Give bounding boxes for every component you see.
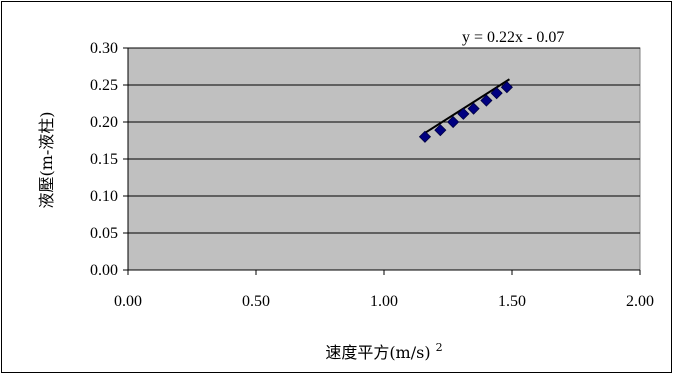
x-axis-title-text: 速度平方(m/s) — [325, 343, 430, 362]
data-point-7 — [500, 81, 513, 94]
data-point-5 — [480, 94, 493, 107]
data-point-1 — [434, 124, 447, 137]
x-tick-label-0: 0.00 — [114, 293, 142, 310]
y-tick-label-1: 0.05 — [90, 225, 118, 242]
x-tick-label-2: 1.00 — [370, 293, 398, 310]
plot-area: 0.00 0.05 0.10 0.15 0.20 0.25 0.30 0.00 0.50 1.00… — [90, 40, 654, 310]
x-tick-label-1: 0.50 — [242, 293, 270, 310]
y-axis-title: 液壓(m-液柱) — [37, 111, 56, 208]
y-tick-label-0: 0.00 — [90, 262, 118, 279]
y-tick-label-6: 0.30 — [90, 40, 118, 57]
trendline — [424, 78, 510, 134]
y-tick-label-5: 0.25 — [90, 77, 118, 94]
x-tick-label-4: 2.00 — [626, 293, 654, 310]
y-tick-label-3: 0.15 — [90, 151, 118, 168]
data-point-0 — [418, 130, 432, 143]
data-point-2 — [447, 115, 460, 129]
x-axis-title-superscript: 2 — [436, 341, 443, 354]
data-point-6 — [490, 87, 503, 100]
data-point-3 — [457, 107, 470, 120]
x-tick-label-3: 1.50 — [498, 293, 526, 310]
y-tick-label-2: 0.10 — [90, 188, 118, 205]
data-point-4 — [467, 102, 480, 115]
y-tick-label-4: 0.20 — [90, 114, 118, 131]
x-axis-title: 速度平方(m/s) 2 — [325, 341, 442, 362]
trendline-equation: y = 0.22x - 0.07 — [462, 29, 564, 46]
